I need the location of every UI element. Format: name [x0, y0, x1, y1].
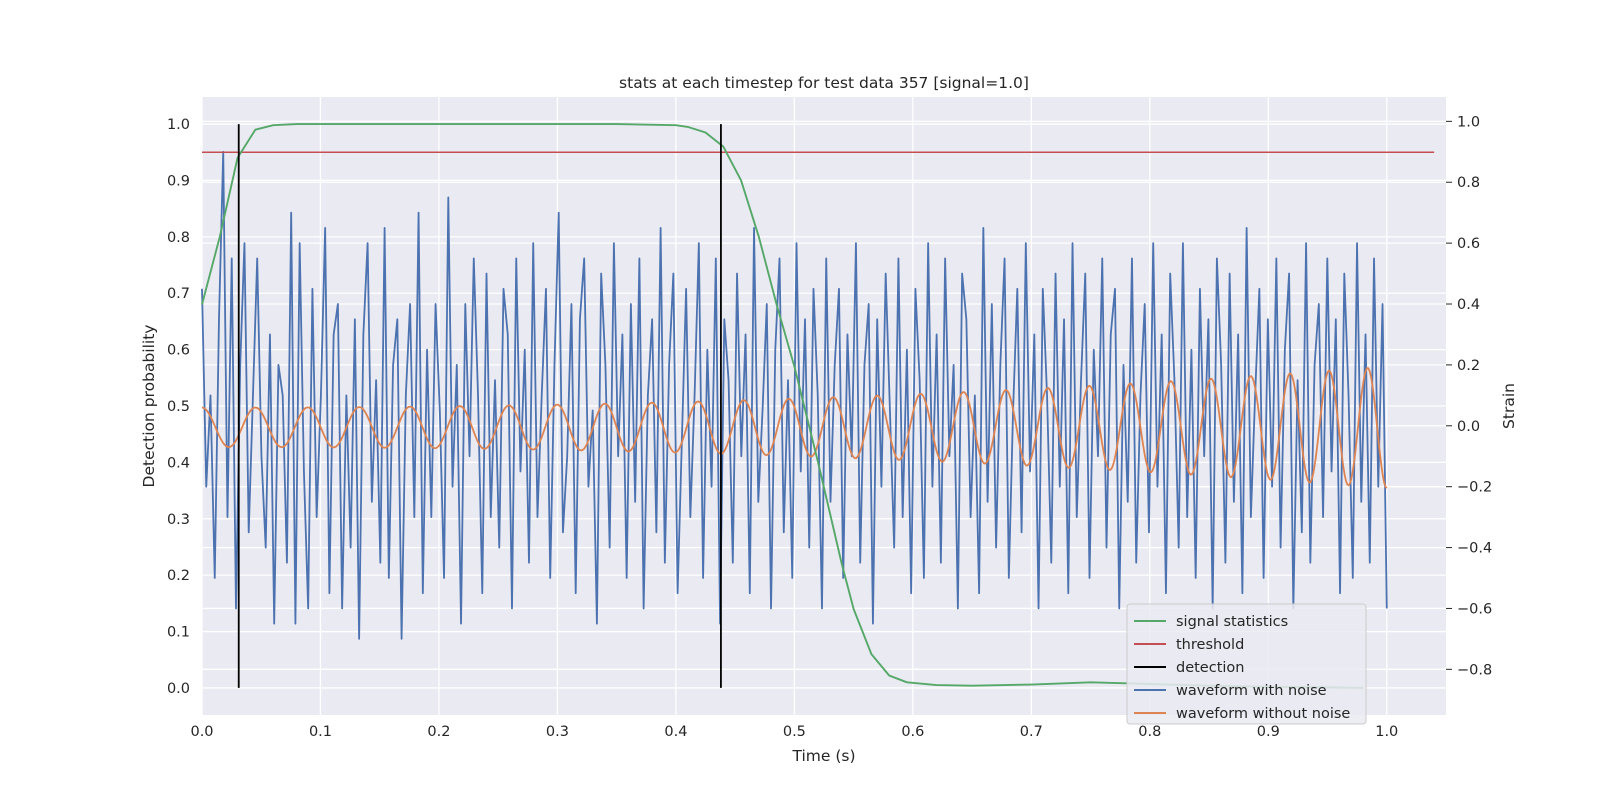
legend-label: waveform without noise [1176, 706, 1350, 722]
y-axis-right-label: Strain [1500, 383, 1518, 429]
y-right-tick-label: −0.6 [1457, 601, 1492, 617]
y-right-tick-label: 0.4 [1457, 297, 1480, 313]
y-right-tick-label: 0.8 [1457, 175, 1480, 191]
y-right-tick-label: 0.0 [1457, 419, 1480, 435]
x-axis-label: Time (s) [791, 747, 855, 765]
y-left-tick-label: 0.5 [167, 399, 190, 415]
legend-items: signal statistics threshold detection wavef… [1134, 614, 1350, 722]
y-right-tick-label: −0.8 [1457, 662, 1492, 678]
y-left-tick-label: 0.9 [167, 173, 190, 189]
y-right-tick-label: −0.4 [1457, 541, 1492, 557]
legend-label: waveform with noise [1176, 683, 1327, 699]
y-left-tick-label: 0.0 [167, 681, 190, 697]
y-left-tick-label: 0.7 [167, 286, 190, 302]
x-tick-label: 0.8 [1138, 724, 1161, 740]
x-tick-label: 0.4 [664, 724, 687, 740]
y-left-tick-label: 0.4 [167, 455, 190, 471]
x-tick-label: 0.5 [783, 724, 806, 740]
grid [201, 97, 1446, 715]
series-layer [201, 123, 1435, 689]
x-tick-label: 0.9 [1257, 724, 1280, 740]
y-left-tick-label: 0.2 [167, 568, 190, 584]
legend-label: signal statistics [1176, 614, 1288, 630]
y-left-tick-label: 0.3 [167, 512, 190, 528]
y-left-tick-label: 0.8 [167, 230, 190, 246]
axes: 0.0 0.1 0.2 0.3 0.4 0.5 0.6 0.7 0.8 0.9 1.0 0.0 0.1 0… [167, 114, 1492, 740]
y-right-tick-label: 1.0 [1457, 114, 1480, 130]
x-tick-label: 0.0 [190, 724, 213, 740]
y-left-tick-label: 1.0 [167, 117, 190, 133]
x-tick-label: 0.1 [309, 724, 332, 740]
series-signal-statistics [201, 123, 1364, 689]
legend-label: detection [1176, 660, 1244, 676]
x-tick-label: 0.6 [901, 724, 924, 740]
x-tick-label: 0.2 [427, 724, 450, 740]
x-tick-label: 0.3 [546, 724, 569, 740]
y-right-tick-label: 0.2 [1457, 358, 1480, 374]
x-tick-label: 0.7 [1020, 724, 1043, 740]
legend-box [1126, 603, 1367, 725]
y-axis-left-label: Detection probability [140, 325, 158, 488]
chart-title: stats at each timestep for test data 357… [619, 74, 1029, 92]
y-right-tick-label: 0.6 [1457, 236, 1480, 252]
legend-label: threshold [1176, 637, 1244, 653]
y-left-tick-label: 0.6 [167, 343, 190, 359]
series-waveform-with-noise [201, 150, 1388, 640]
series-waveform-without-noise [201, 367, 1388, 489]
legend: signal statistics threshold detection wavef… [1126, 603, 1367, 725]
y-left-tick-label: 0.1 [167, 625, 190, 641]
y-right-tick-label: −0.2 [1457, 480, 1492, 496]
x-tick-label: 1.0 [1375, 724, 1398, 740]
